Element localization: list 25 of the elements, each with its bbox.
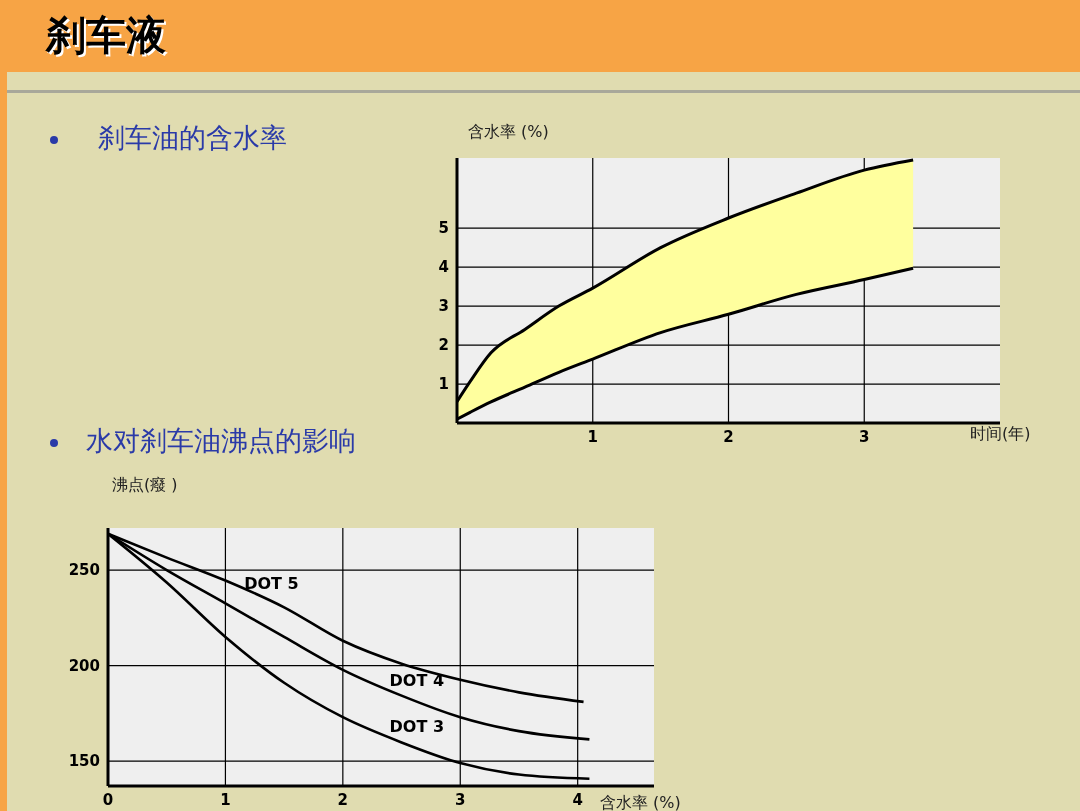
y-axis-title: 含水率 (%): [468, 122, 549, 143]
x-tick-label: 1: [587, 427, 598, 446]
y-tick-label: 5: [438, 219, 449, 238]
chart-title: 水对刹车油沸点的影响: [86, 425, 356, 456]
x-tick-label: 3: [455, 790, 466, 809]
y-tick-label: 4: [438, 258, 449, 277]
x-tick-label: 2: [337, 790, 349, 809]
text: 刹车液: [46, 11, 166, 60]
y-tick-label: 250: [68, 561, 100, 580]
x-tick-label: 1: [220, 790, 231, 809]
x-axis-title: 含水率 (%): [600, 793, 681, 811]
x-tick-label: 4: [572, 790, 583, 809]
y-tick-label: 200: [68, 656, 100, 675]
x-tick-label: 3: [859, 427, 870, 446]
y-tick-label: 2: [438, 336, 449, 355]
x-tick-label: 0: [102, 790, 114, 809]
y-tick-label: 3: [438, 297, 449, 316]
y-axis-title: 沸点(癈 ): [112, 475, 178, 496]
y-tick-label: 150: [68, 752, 100, 771]
x-tick-label: 2: [723, 427, 734, 446]
series-label: DOT 5: [244, 574, 299, 594]
x-axis-title: 时间(年): [970, 424, 1031, 445]
text: 刹车油的含水率: [98, 122, 287, 153]
y-tick-label: 1: [438, 375, 449, 394]
series-label: DOT 3: [389, 717, 445, 737]
